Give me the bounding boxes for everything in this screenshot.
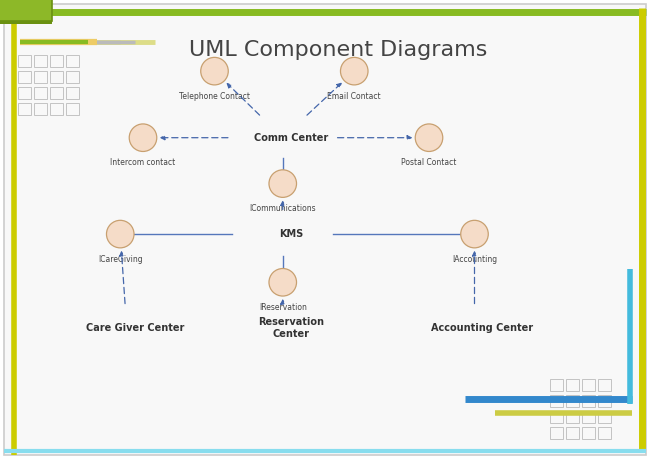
Bar — [550, 427, 563, 439]
Bar — [550, 379, 563, 391]
Bar — [18, 55, 31, 67]
Bar — [0, 0, 53, 21]
Bar — [18, 71, 31, 83]
Bar — [598, 427, 611, 439]
Circle shape — [341, 57, 368, 85]
Bar — [50, 87, 63, 99]
FancyBboxPatch shape — [4, 4, 646, 455]
Bar — [18, 103, 31, 115]
Circle shape — [461, 220, 488, 248]
Bar — [0, 0, 51, 22]
Bar — [34, 103, 47, 115]
Bar — [566, 427, 579, 439]
Bar — [550, 395, 563, 407]
Bar — [566, 411, 579, 423]
Bar — [50, 55, 63, 67]
Circle shape — [415, 124, 443, 151]
Bar — [598, 395, 611, 407]
Text: ICareGiving: ICareGiving — [98, 255, 142, 264]
Bar — [582, 379, 595, 391]
Circle shape — [107, 220, 134, 248]
Bar — [50, 103, 63, 115]
Text: IAccounting: IAccounting — [452, 255, 497, 264]
Text: ICommunications: ICommunications — [250, 204, 316, 213]
Text: Intercom contact: Intercom contact — [111, 158, 176, 168]
Text: UML Component Diagrams: UML Component Diagrams — [188, 40, 488, 60]
Bar — [582, 427, 595, 439]
Text: IReservation: IReservation — [259, 303, 307, 312]
Bar — [0, 0, 51, 22]
Circle shape — [269, 269, 296, 296]
Circle shape — [269, 170, 296, 197]
Bar — [582, 411, 595, 423]
Bar — [598, 379, 611, 391]
Text: Care Giver Center: Care Giver Center — [86, 323, 184, 333]
Text: KMS: KMS — [279, 229, 303, 239]
Bar — [66, 71, 79, 83]
Circle shape — [201, 57, 228, 85]
Bar — [50, 71, 63, 83]
Bar — [0, 0, 51, 22]
Bar — [598, 411, 611, 423]
Bar — [66, 87, 79, 99]
Bar — [66, 55, 79, 67]
Text: Postal Contact: Postal Contact — [401, 158, 457, 168]
Bar — [582, 395, 595, 407]
Text: Accounting Center: Accounting Center — [432, 323, 534, 333]
Text: Telephone Contact: Telephone Contact — [179, 92, 250, 101]
Text: Comm Center: Comm Center — [254, 133, 328, 143]
Bar — [18, 87, 31, 99]
Bar — [66, 103, 79, 115]
Bar — [550, 411, 563, 423]
Text: Email Contact: Email Contact — [328, 92, 381, 101]
Bar — [566, 395, 579, 407]
Text: Reservation
Center: Reservation Center — [258, 317, 324, 339]
Bar — [566, 379, 579, 391]
Bar — [34, 55, 47, 67]
Circle shape — [129, 124, 157, 151]
Bar — [34, 87, 47, 99]
Bar — [34, 71, 47, 83]
Bar — [0, 0, 51, 22]
